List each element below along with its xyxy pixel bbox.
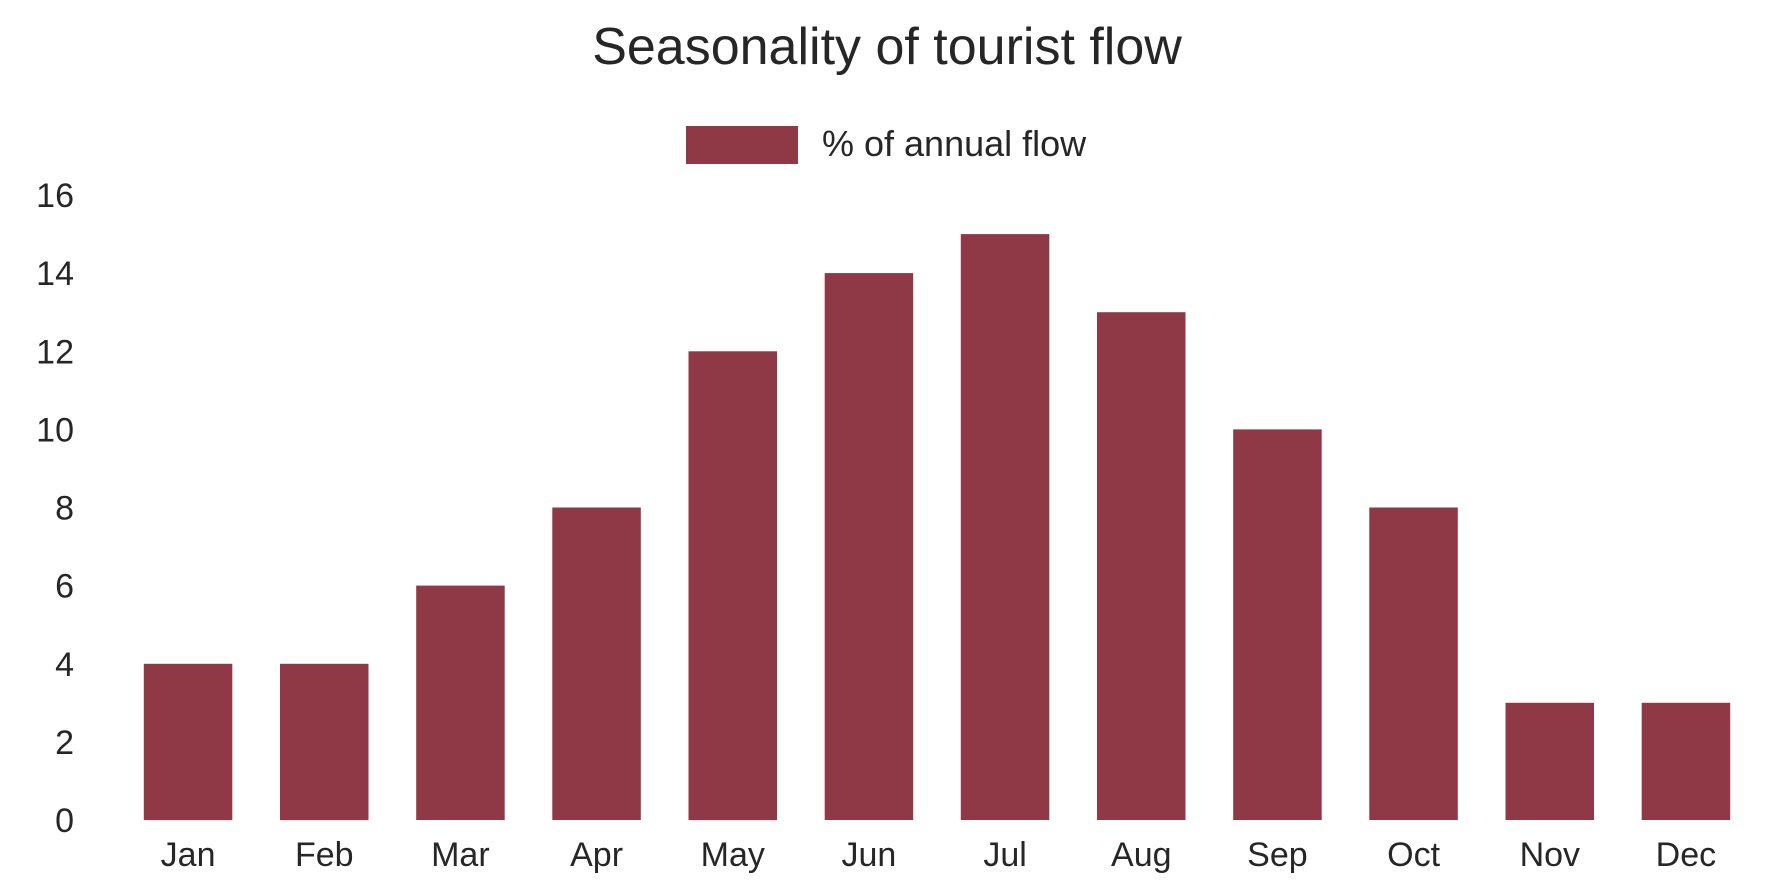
x-tick-label: Sep — [1247, 836, 1308, 874]
legend: % of annual flow — [686, 123, 1087, 164]
bar-jun — [824, 273, 914, 821]
bar-mar — [416, 585, 505, 820]
bar-sep — [1233, 429, 1322, 820]
y-tick-label: 16 — [36, 177, 74, 215]
y-axis: 0 2 4 6 8 10 12 14 16 — [36, 177, 74, 840]
y-tick-label: 2 — [55, 724, 74, 762]
x-tick-label: Oct — [1387, 836, 1440, 874]
bars — [143, 234, 1731, 821]
x-tick-label: Dec — [1656, 836, 1716, 874]
y-tick-label: 4 — [55, 646, 74, 684]
y-tick-label: 10 — [36, 411, 74, 449]
x-tick-label: Jun — [841, 836, 896, 874]
y-tick-label: 0 — [55, 802, 74, 840]
bar-feb — [280, 663, 369, 821]
x-tick-label: Aug — [1111, 836, 1172, 874]
bar-apr — [552, 507, 641, 820]
chart-title: Seasonality of tourist flow — [592, 18, 1182, 76]
y-tick-label: 6 — [55, 568, 74, 606]
bar-jan — [143, 663, 233, 821]
x-tick-label: Feb — [295, 836, 354, 874]
x-tick-label: Apr — [570, 836, 623, 874]
y-tick-label: 8 — [55, 490, 74, 528]
bar-oct — [1369, 507, 1458, 820]
bar-dec — [1641, 702, 1731, 820]
x-tick-label: Nov — [1520, 836, 1580, 874]
bar-aug — [1097, 312, 1186, 820]
bar-jul — [960, 234, 1050, 821]
x-tick-label: May — [701, 836, 765, 874]
y-tick-label: 12 — [36, 333, 74, 371]
x-tick-label: Jan — [161, 836, 216, 874]
bar-nov — [1505, 702, 1594, 820]
legend-swatch — [686, 126, 798, 164]
x-axis: Jan Feb Mar Apr May Jun Jul Aug Sep Oct Nov Dec — [161, 836, 1716, 874]
x-tick-label: Mar — [431, 836, 490, 874]
legend-label: % of annual flow — [822, 123, 1087, 164]
x-tick-label: Jul — [983, 836, 1026, 874]
bar-may — [688, 351, 777, 821]
y-tick-label: 14 — [36, 255, 74, 293]
